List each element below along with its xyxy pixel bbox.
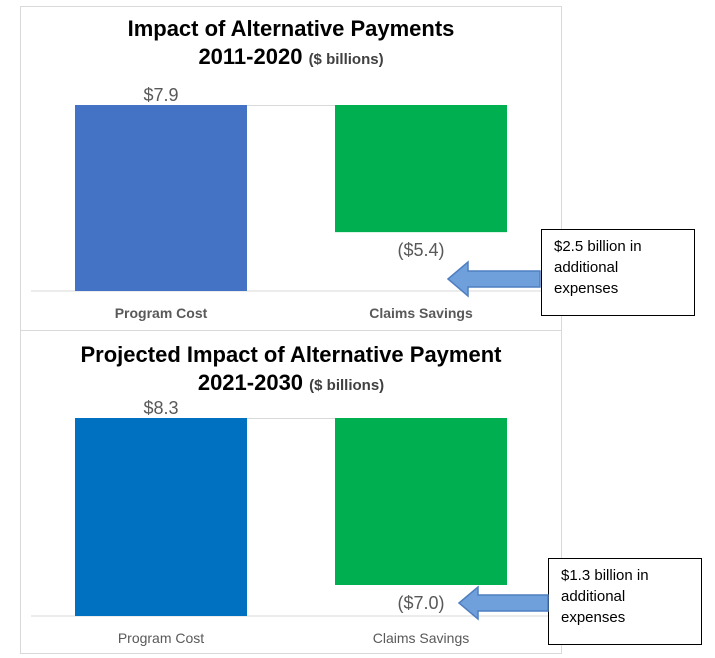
category-label-claims-savings: Claims Savings	[369, 305, 473, 321]
bottom-bar-chart: $8.3 ($7.0) Program Cost Claims Savings	[31, 398, 551, 646]
top-chart-title: Impact of Alternative Payments 2011-2020…	[21, 15, 561, 74]
bottom-title-line2: 2021-2030	[197, 370, 304, 395]
bottom-callout-arrow-icon	[457, 585, 549, 621]
bottom-title-line1: Projected Impact of Alternative Payment	[80, 342, 502, 367]
bottom-chart-title: Projected Impact of Alternative Payment …	[21, 341, 561, 400]
top-callout-line3: expenses	[554, 280, 619, 297]
category-label-claims-savings: Claims Savings	[373, 630, 469, 646]
top-callout-arrow-icon	[446, 260, 541, 298]
top-chart-panel: Impact of Alternative Payments 2011-2020…	[20, 6, 562, 332]
bottom-callout-line3: expenses	[561, 609, 626, 626]
bottom-title-line2-wrap: 2021-2030 ($ billions)	[21, 369, 561, 400]
data-label-program-cost: $8.3	[143, 398, 178, 418]
bottom-title-units: ($ billions)	[309, 377, 385, 394]
bar-program-cost	[75, 418, 247, 616]
top-callout-box: $2.5 billion in additional expenses	[541, 229, 695, 316]
top-title-line2-wrap: 2011-2020 ($ billions)	[21, 43, 561, 74]
bar-claims-savings	[335, 105, 507, 233]
bottom-callout-line1: $1.3 billion in	[561, 567, 649, 584]
top-callout-line2: additional	[554, 259, 619, 276]
bar-claims-savings	[335, 418, 507, 585]
top-title-line2: 2011-2020	[198, 44, 303, 69]
bar-program-cost	[75, 105, 247, 291]
bottom-callout-box: $1.3 billion in additional expenses	[548, 558, 702, 645]
data-label-claims-savings: ($7.0)	[397, 593, 444, 613]
top-callout-line1: $2.5 billion in	[554, 238, 642, 255]
top-title-units: ($ billions)	[308, 51, 384, 68]
top-title-line1: Impact of Alternative Payments	[127, 16, 455, 41]
bottom-callout-line2: additional	[561, 588, 626, 605]
top-bar-chart: $7.9 ($5.4) Program Cost Claims Savings	[31, 85, 551, 321]
category-label-program-cost: Program Cost	[118, 630, 204, 646]
data-label-program-cost: $7.9	[143, 85, 178, 105]
category-label-program-cost: Program Cost	[115, 305, 208, 321]
data-label-claims-savings: ($5.4)	[397, 240, 444, 260]
